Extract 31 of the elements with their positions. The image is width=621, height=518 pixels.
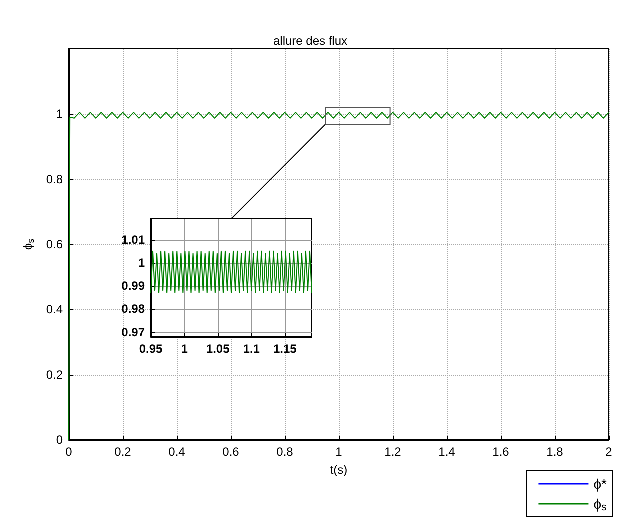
y-tick-label: 0.99 — [122, 279, 146, 294]
y-tick-label: 0.2 — [46, 368, 64, 382]
y-tick-label: 0.8 — [46, 172, 64, 186]
x-tick-label: 1.1 — [243, 342, 260, 356]
x-tick-label: 1.15 — [273, 342, 298, 356]
x-tick-label: 0.4 — [168, 445, 186, 459]
y-tick-label: 0.6 — [46, 238, 64, 252]
x-tick-label: 1.2 — [384, 445, 402, 459]
y-tick-label: 0 — [56, 433, 64, 447]
y-tick-label: 1.01 — [122, 232, 146, 247]
x-tick-label: 0 — [66, 445, 73, 459]
x-tick-label: 0.8 — [276, 445, 294, 459]
y-tick-label: 0.98 — [122, 302, 146, 316]
x-tick-label: 1.4 — [438, 445, 456, 459]
y-tick-label: 1 — [56, 107, 64, 122]
x-tick-label: 2 — [606, 445, 613, 459]
x-tick-label: 1 — [336, 445, 343, 459]
x-tick-label: 1.05 — [206, 342, 230, 356]
legend-label: ϕ* — [594, 476, 608, 492]
line-series — [150, 250, 312, 294]
y-axis-title: ϕs — [20, 238, 36, 250]
y-tick-label: 0.97 — [122, 325, 146, 340]
x-tick-label: 1.8 — [546, 445, 564, 459]
y-tick-label: 1 — [138, 256, 146, 270]
x-tick-label: 1.6 — [492, 445, 510, 459]
y-tick-label: 0.4 — [46, 302, 64, 317]
x-axis-title: t(s) — [330, 463, 348, 477]
x-tick-label: 0.6 — [222, 445, 240, 459]
chart-title: allure des flux — [273, 34, 348, 48]
x-tick-label: 1 — [181, 342, 188, 356]
x-tick-label: 0.95 — [139, 342, 163, 356]
